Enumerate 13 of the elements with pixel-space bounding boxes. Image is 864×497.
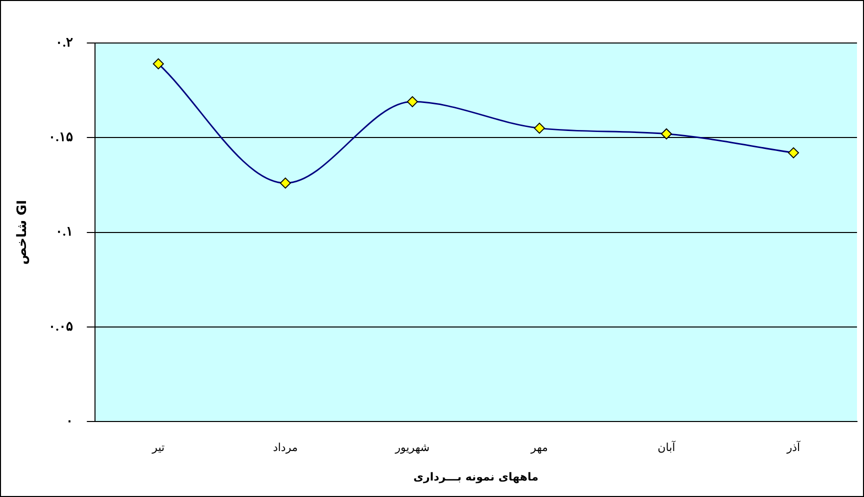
x-tick-label: شهریور — [394, 441, 430, 454]
y-tick-label: ۰ — [66, 412, 73, 428]
x-tick-label: مرداد — [272, 441, 298, 454]
y-axis-title: شاخص GI — [15, 200, 30, 265]
x-axis-title: ماههای نمونه بـــرداری — [413, 470, 538, 484]
y-tick-label: ۰.۲ — [56, 34, 73, 50]
y-tick-label: ۰.۱۵ — [48, 129, 73, 144]
y-tick-label: ۰.۰۵ — [48, 318, 73, 334]
x-tick-label: مهر — [530, 441, 548, 454]
x-tick-label: آذر — [786, 440, 802, 454]
y-tick-label: ۰.۱ — [56, 224, 73, 239]
x-tick-label: آبان — [658, 440, 676, 454]
x-tick-label: تیر — [151, 441, 165, 454]
